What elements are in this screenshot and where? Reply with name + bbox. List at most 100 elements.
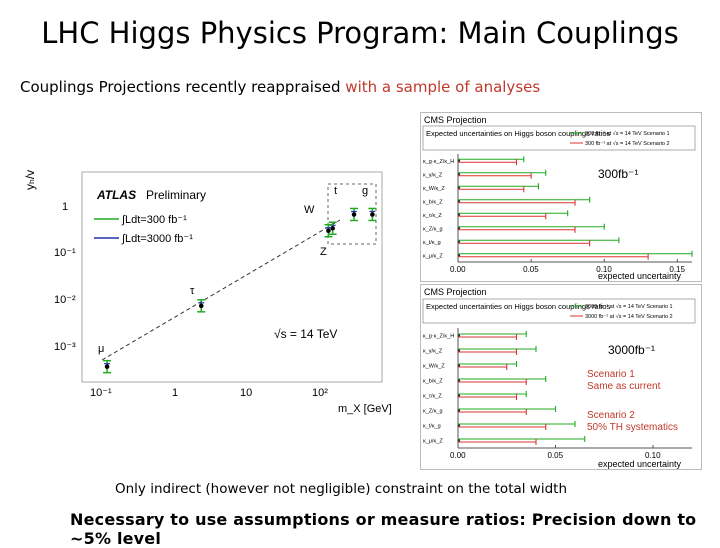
cms-2-xtick-label: 0.00	[450, 451, 466, 460]
cms-3000-title: CMS Projection	[424, 287, 487, 297]
ytick-1: 1	[62, 201, 68, 213]
cms-2-xtick-label: 0.05	[548, 451, 564, 460]
cms-2-cat-label: κ_Z/κ_g	[423, 409, 443, 415]
cms-300-plot: κ_g·κ_Z/κ_H κ_γ/κ_Z κ_W/κ_Z κ_b/κ_Z κ_τ/κ_Z κ…	[423, 154, 693, 274]
particle-g-label: g	[362, 185, 368, 197]
cms-300-title: CMS Projection	[424, 115, 487, 125]
cms-1-cat-label: κ_Z/κ_g	[423, 226, 443, 232]
particle-z-label: Z	[320, 246, 327, 258]
cms-1-cat-label: κ_g·κ_Z/κ_H	[423, 159, 454, 165]
cms-2-center	[457, 349, 461, 352]
cms-3000-lumi: 3000fb⁻¹	[608, 343, 655, 357]
atlas-coupling-plot: yₕ/v ATLAS Preliminary ∫Ldt=300 fb⁻¹ ∫Ld…	[22, 162, 392, 424]
xtick-10: 10	[240, 387, 252, 399]
cms-2-center	[457, 424, 461, 427]
cms-1-xtick-label: 0.15	[669, 265, 685, 274]
cms-1-xtick-label: 0.10	[596, 265, 612, 274]
cms-3000-subtitle: Expected uncertainties on Higgs boson co…	[426, 302, 611, 311]
particle-w-label: W	[304, 204, 315, 216]
cms-1-center	[457, 200, 461, 203]
cms-2-center	[457, 334, 461, 337]
atlas-point-Z	[330, 225, 335, 231]
atlas-ylabel: yₕ/v	[23, 170, 37, 190]
cms-3000-plot: κ_g·κ_Z/κ_H κ_γ/κ_Z κ_W/κ_Z κ_b/κ_Z κ_τ/κ_Z κ…	[423, 328, 692, 460]
cms-1-center	[457, 240, 461, 243]
cms-300-legend-s2: 300 fb⁻¹ at √s = 14 TeV Scenario 2	[585, 140, 670, 147]
cms-300-panel: CMS Projection Expected uncertainties on…	[420, 112, 702, 282]
ytick-0.001: 10⁻³	[54, 341, 76, 353]
atlas-tg-box	[327, 183, 377, 245]
cms-3000-panel: CMS Projection Expected uncertainties on…	[420, 284, 702, 470]
cms-1-xtick-label: 0.00	[450, 265, 466, 274]
cms-2-cat-label: κ_b/κ_Z	[423, 379, 443, 385]
cms-1-cat-label: κ_γ/κ_Z	[423, 172, 443, 178]
cms-1-center	[457, 186, 461, 189]
atlas-header-rest: Preliminary	[146, 188, 206, 202]
cms-1-cat-label: κ_b/κ_Z	[423, 199, 443, 205]
cms-1-center	[457, 254, 461, 257]
subtitle-plain: Couplings Projections recently reapprais…	[20, 78, 341, 96]
cms-1-center	[457, 173, 461, 176]
cms-1-center	[457, 227, 461, 230]
atlas-point-mu	[104, 364, 110, 369]
particle-tau-label: τ	[190, 285, 195, 297]
cms-1-xtick-label: 0.05	[523, 265, 539, 274]
slide-title: LHC Higgs Physics Program: Main Coupling…	[41, 16, 679, 50]
cms-300-subtitle: Expected uncertainties on Higgs boson co…	[426, 129, 611, 138]
atlas-plot-frame	[81, 171, 383, 383]
cms-3000-legend-s1: 3000 fb⁻¹ at √s = 14 TeV Scenario 1	[585, 303, 673, 310]
cms-3000-legend-box	[422, 298, 696, 324]
cms-1-cat-label: κ_τ/κ_Z	[423, 213, 442, 219]
cms-1-cat-label: κ_W/κ_Z	[423, 186, 445, 192]
scenario-2-title: Scenario 2	[587, 410, 635, 421]
atlas-point-W	[326, 228, 331, 234]
cms-2-cat-label: κ_t/κ_g	[423, 424, 441, 430]
atlas-header-bold: ATLAS	[96, 188, 136, 202]
cms-2-xtick-label: 0.10	[645, 451, 661, 460]
cms-3000-legend-s2: 3000 fb⁻¹ at √s = 14 TeV Scenario 2	[585, 313, 673, 320]
atlas-point-t	[351, 212, 357, 217]
cms-1-center	[457, 159, 461, 162]
subtitle-highlight: with a sample of analyses	[345, 78, 541, 96]
scenario-2-annotation: Scenario 2 50% TH systematics	[587, 410, 678, 434]
atlas-points	[103, 207, 377, 374]
cms-2-cat-label: κ_μ/κ_Z	[423, 439, 443, 445]
ytick-0.01: 10⁻²	[54, 294, 76, 306]
atlas-point-mu	[198, 303, 204, 309]
particle-t-label: t	[334, 185, 337, 197]
cms-1-cat-label: κ_μ/κ_Z	[423, 253, 443, 259]
cms-2-center	[457, 364, 461, 367]
ytick-0.1: 10⁻¹	[54, 247, 76, 259]
xtick-1: 1	[172, 387, 178, 399]
atlas-point-g	[370, 212, 375, 217]
atlas-energy-label: √s = 14 TeV	[274, 327, 337, 341]
cms-2-cat-label: κ_W/κ_Z	[423, 364, 445, 370]
scenario-2-desc: 50% TH systematics	[587, 422, 678, 433]
cms-300-legend-box	[422, 125, 696, 151]
cms-300-legend-s1: 300 fb⁻¹ at √s = 14 TeV Scenario 1	[585, 130, 670, 137]
legend-300-label: ∫Ldt=300 fb⁻¹	[121, 214, 187, 226]
cms-3000-xlabel: expected uncertainty	[598, 459, 682, 469]
width-constraint-note: Only indirect (however not negligible) c…	[115, 481, 568, 497]
ratio-precision-note: Necessary to use assumptions or measure …	[70, 510, 697, 548]
cms-2-center	[457, 379, 461, 382]
cms-300-xlabel: expected uncertainty	[598, 271, 682, 281]
atlas-xlabel: m_X [GeV]	[338, 403, 392, 415]
scenario-1-annotation: Scenario 1 Same as current	[587, 369, 660, 393]
legend-3000-label: ∫Ldt=3000 fb⁻¹	[121, 233, 193, 245]
cms-2-center	[457, 409, 461, 412]
xtick-100: 10²	[312, 387, 328, 399]
cms-2-cat-label: κ_g·κ_Z/κ_H	[423, 334, 454, 340]
cms-2-center	[457, 394, 461, 397]
scenario-1-title: Scenario 1	[587, 369, 635, 380]
cms-1-cat-label: κ_t/κ_g	[423, 240, 441, 246]
cms-2-cat-label: κ_τ/κ_Z	[423, 394, 442, 400]
slide-subtitle: Couplings Projections recently reapprais…	[20, 78, 540, 96]
particle-mu-label: μ	[98, 343, 104, 355]
xtick-0.1: 10⁻¹	[90, 387, 112, 399]
scenario-1-desc: Same as current	[587, 381, 661, 392]
cms-300-lumi: 300fb⁻¹	[598, 167, 638, 181]
cms-1-center	[457, 213, 461, 216]
cms-2-cat-label: κ_γ/κ_Z	[423, 349, 443, 355]
cms-2-center	[457, 439, 461, 442]
